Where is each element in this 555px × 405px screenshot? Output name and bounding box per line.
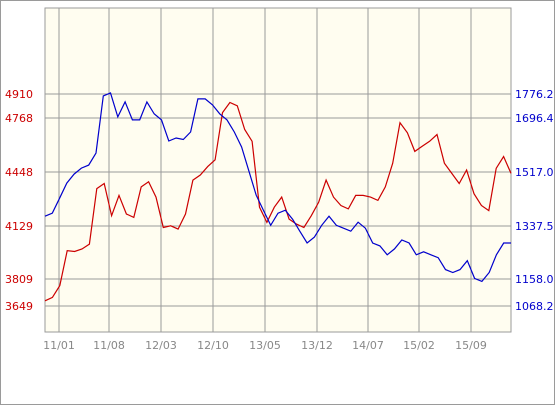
- series-line-left: [44, 101, 512, 302]
- x-tick-label: 13/12: [301, 339, 333, 352]
- plot-area: [44, 7, 512, 333]
- left-tick-label: 3649: [5, 300, 33, 313]
- right-tick-label: 1517.00: [515, 166, 554, 179]
- left-tick-label: 4910: [5, 88, 33, 101]
- right-tick-label: 1776.25: [515, 88, 554, 101]
- x-tick-label: 13/05: [249, 339, 281, 352]
- x-tick-label: 15/02: [403, 339, 435, 352]
- right-tick-label: 1158.03: [515, 273, 554, 286]
- right-tick-label: 1696.48: [515, 112, 554, 125]
- left-tick-label: 4129: [5, 220, 33, 233]
- left-tick-label: 4768: [5, 112, 33, 125]
- x-tick-label: 12/10: [197, 339, 229, 352]
- series-line-right: [44, 92, 511, 283]
- right-tick-label: 1068.29: [515, 300, 554, 313]
- x-tick-label: 15/09: [455, 339, 487, 352]
- x-tick-label: 11/01: [43, 339, 75, 352]
- x-tick-label: 12/03: [145, 339, 177, 352]
- right-tick-label: 1337.51: [515, 220, 554, 233]
- x-tick-label: 11/08: [93, 339, 125, 352]
- x-tick-label: 14/07: [352, 339, 384, 352]
- left-tick-label: 3809: [5, 273, 33, 286]
- left-tick-label: 4448: [5, 166, 33, 179]
